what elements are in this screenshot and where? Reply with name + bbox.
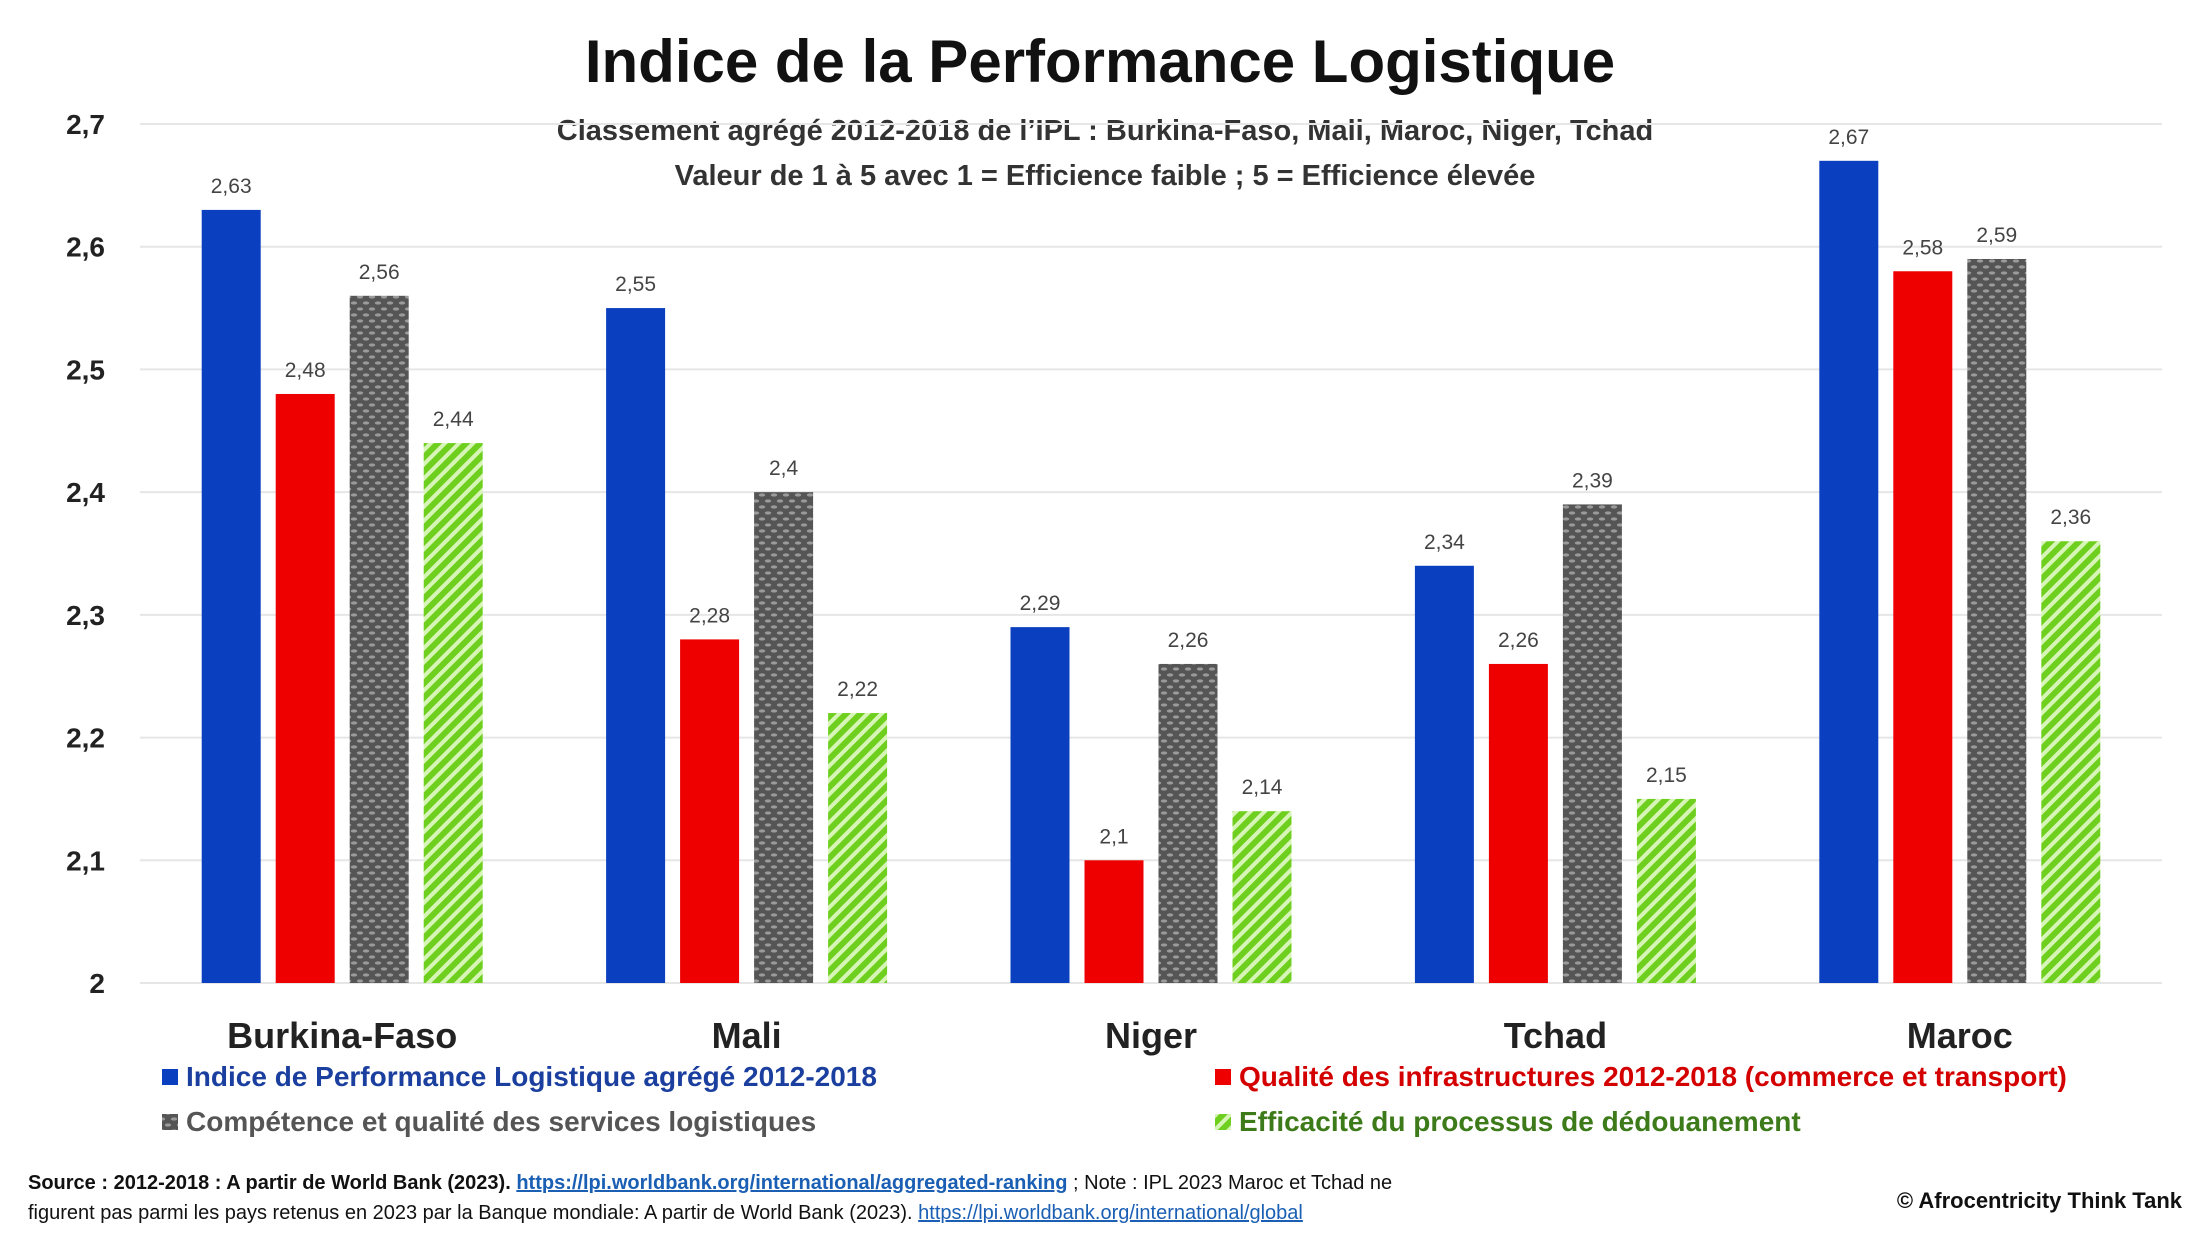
- source-note-text: ; Note : IPL 2023 Maroc et Tchad ne: [1067, 1172, 1393, 1194]
- data-label: 2,28: [689, 604, 730, 627]
- chart-subtitle-line-1: Classement agrégé 2012-2018 de l’IPL : B…: [557, 115, 1654, 147]
- chart-title: Indice de la Performance Logistique: [585, 28, 1615, 95]
- y-tick-label: 2,7: [66, 109, 105, 140]
- legend-label: Efficacité du processus de dédouanement: [1239, 1106, 1801, 1137]
- source-link-aggregated[interactable]: https://lpi.worldbank.org/international/…: [516, 1172, 1068, 1194]
- source-line-2-text: figurent pas parmi les pays retenus en 2…: [28, 1202, 913, 1224]
- copyright: © Afrocentricity Think Tank: [1896, 1188, 2182, 1213]
- x-tick-label: Burkina-Faso: [227, 1015, 457, 1056]
- data-label: 2,14: [1242, 776, 1283, 799]
- legend-label: Indice de Performance Logistique agrégé …: [186, 1061, 877, 1092]
- bar-tchad-series-2: [1488, 663, 1548, 983]
- data-labels: 2,63 2,48 2,56 2,44 2,55 2,28 2,4 2,22 2,29 2,1 2,…: [211, 126, 2091, 848]
- legend-swatch-icon: [1215, 1114, 1231, 1130]
- bar-mali-series-3: [754, 492, 814, 983]
- bars: [201, 160, 2101, 984]
- data-label: 2,34: [1424, 531, 1465, 554]
- y-tick-label: 2,1: [66, 845, 105, 876]
- x-tick-label: Mali: [712, 1015, 782, 1056]
- source-line-2: figurent pas parmi les pays retenus en 2…: [28, 1198, 1392, 1228]
- y-tick-label: 2: [89, 968, 105, 999]
- legend-item: Indice de Performance Logistique agrégé …: [162, 1061, 877, 1092]
- x-tick-label: Niger: [1105, 1015, 1197, 1056]
- bar-tchad-series-4: [1636, 798, 1696, 983]
- data-label: 2,29: [1020, 592, 1061, 615]
- source-note: Source : 2012-2018 : A partir de World B…: [28, 1168, 1392, 1228]
- bar-maroc-series-3: [1967, 258, 2027, 983]
- bar-burkina-faso-series-1: [201, 209, 261, 983]
- legend-item: Compétence et qualité des services logis…: [162, 1106, 816, 1137]
- chart-subtitle-line-2: Valeur de 1 à 5 avec 1 = Efficience faib…: [675, 160, 1536, 192]
- y-tick-label: 2,4: [66, 477, 105, 508]
- source-line-1: Source : 2012-2018 : A partir de World B…: [28, 1168, 1392, 1198]
- data-label: 2,36: [2050, 506, 2091, 529]
- data-label: 2,48: [285, 359, 326, 382]
- legend-swatch-icon: [1215, 1069, 1231, 1085]
- bar-tchad-series-1: [1414, 565, 1474, 983]
- legend-swatch-icon: [162, 1069, 178, 1085]
- data-label: 2,26: [1498, 629, 1539, 652]
- bar-niger-series-4: [1232, 811, 1292, 983]
- legend-swatch-icon: [162, 1114, 178, 1130]
- x-tick-label: Maroc: [1907, 1015, 2013, 1056]
- bar-niger-series-1: [1010, 627, 1070, 983]
- legend: Indice de Performance Logistique agrégé …: [162, 1061, 2067, 1137]
- data-label: 2,4: [769, 457, 799, 480]
- bar-maroc-series-1: [1819, 160, 1879, 984]
- data-label: 2,63: [211, 175, 252, 198]
- source-prefix: Source : 2012-2018 : A partir de World B…: [28, 1172, 511, 1194]
- y-tick-label: 2,6: [66, 232, 105, 263]
- data-label: 2,22: [837, 678, 878, 701]
- data-label: 2,15: [1646, 764, 1687, 787]
- x-axis: Burkina-Faso Mali Niger Tchad Maroc: [227, 1015, 2013, 1056]
- legend-item: Efficacité du processus de dédouanement: [1215, 1106, 1801, 1137]
- bar-burkina-faso-series-3: [349, 295, 409, 983]
- legend-label: Compétence et qualité des services logis…: [186, 1106, 816, 1137]
- y-axis: 2 2,1 2,2 2,3 2,4 2,5 2,6 2,7: [66, 109, 105, 999]
- bar-maroc-series-2: [1893, 271, 1953, 983]
- legend-item: Qualité des infrastructures 2012-2018 (c…: [1215, 1061, 2067, 1092]
- legend-label: Qualité des infrastructures 2012-2018 (c…: [1239, 1061, 2067, 1092]
- bar-mali-series-4: [828, 713, 888, 983]
- bar-tchad-series-3: [1562, 504, 1622, 983]
- y-tick-label: 2,3: [66, 600, 105, 631]
- bar-niger-series-2: [1084, 860, 1144, 983]
- data-label: 2,44: [433, 408, 474, 431]
- bar-mali-series-1: [606, 308, 666, 984]
- x-tick-label: Tchad: [1504, 1015, 1607, 1056]
- data-label: 2,58: [1902, 236, 1943, 259]
- y-tick-label: 2,2: [66, 723, 105, 754]
- data-label: 2,1: [1099, 825, 1128, 848]
- data-label: 2,39: [1572, 469, 1613, 492]
- y-tick-label: 2,5: [66, 354, 105, 385]
- bar-burkina-faso-series-2: [275, 393, 335, 983]
- data-label: 2,55: [615, 273, 656, 296]
- data-label: 2,56: [359, 261, 400, 284]
- data-label: 2,26: [1168, 629, 1209, 652]
- bar-niger-series-3: [1158, 663, 1218, 983]
- data-label: 2,59: [1976, 224, 2017, 247]
- bar-maroc-series-4: [2041, 541, 2101, 983]
- bar-burkina-faso-series-4: [423, 443, 483, 983]
- bar-mali-series-2: [680, 639, 740, 983]
- source-link-global[interactable]: https://lpi.worldbank.org/international/…: [918, 1202, 1303, 1224]
- data-label: 2,67: [1828, 126, 1869, 149]
